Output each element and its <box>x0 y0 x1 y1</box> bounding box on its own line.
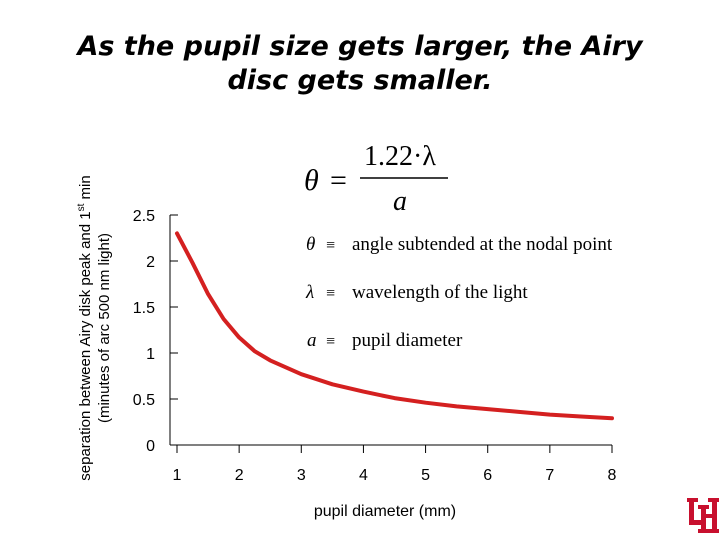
university-of-houston-logo-icon <box>687 498 719 533</box>
x-tick-label: 5 <box>421 467 430 484</box>
x-axis-label: pupil diameter (mm) <box>313 503 457 520</box>
x-tick-label: 6 <box>483 467 492 484</box>
y-tick-label: 0.5 <box>133 392 155 409</box>
formula: θ = 1.22·λ a <box>304 141 448 217</box>
definition-lambda-symbol: λ <box>305 282 314 303</box>
formula-denominator: a <box>393 186 407 217</box>
definition-a-equiv: ≡ <box>326 333 335 350</box>
definition-theta-text: angle subtended at the nodal point <box>352 234 613 255</box>
definition-theta-equiv: ≡ <box>326 237 335 254</box>
definition-a-text: pupil diameter <box>352 330 463 351</box>
x-tick-label: 7 <box>545 467 554 484</box>
x-tick-label: 3 <box>297 467 306 484</box>
x-tick-label: 2 <box>235 467 244 484</box>
x-tick-label: 8 <box>608 467 617 484</box>
y-ticks: 0 0.5 1 1.5 2 2.5 <box>133 208 178 455</box>
formula-numerator: 1.22·λ <box>364 141 436 172</box>
definition-lambda-text: wavelength of the light <box>352 282 528 303</box>
x-ticks: 1 2 3 4 5 6 7 8 <box>173 445 617 484</box>
definition-theta-symbol: θ <box>306 234 315 255</box>
definition-lambda-equiv: ≡ <box>326 285 335 302</box>
formula-equals: = <box>330 164 347 197</box>
chart-title: As the pupil size gets larger, the Airy … <box>20 30 700 98</box>
series <box>175 231 614 421</box>
chart-title-line-1: As the pupil size gets larger, the Airy <box>77 31 643 62</box>
formula-theta: θ <box>304 164 319 197</box>
x-tick-label: 4 <box>359 467 368 484</box>
y-tick-label: 1 <box>146 346 155 363</box>
definition-a-symbol: a <box>307 330 317 351</box>
y-tick-label: 1.5 <box>133 300 155 317</box>
axes <box>169 215 612 446</box>
definitions: θ ≡ angle subtended at the nodal point λ… <box>305 234 613 351</box>
chart-title-line-2: disc gets smaller. <box>227 65 493 96</box>
y-tick-label: 0 <box>146 438 155 455</box>
y-tick-label: 2.5 <box>133 208 155 225</box>
x-tick-label: 1 <box>173 467 182 484</box>
series-line <box>175 231 614 421</box>
y-tick-label: 2 <box>146 254 155 271</box>
